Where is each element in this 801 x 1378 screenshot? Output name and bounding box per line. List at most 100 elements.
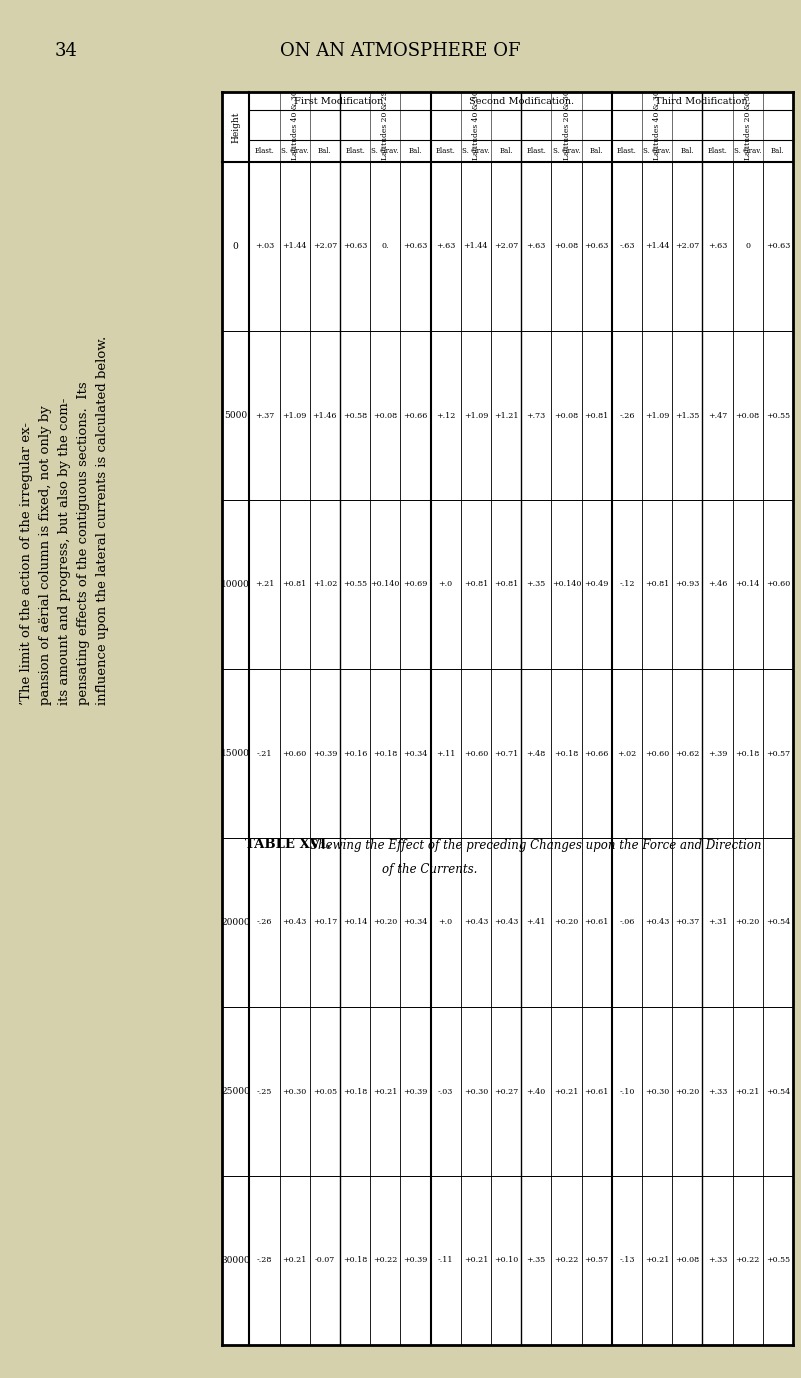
Text: +1.21: +1.21 [494, 412, 518, 419]
Text: +0.22: +0.22 [735, 1257, 760, 1265]
Text: +1.02: +1.02 [312, 580, 337, 588]
Text: +.21: +.21 [255, 580, 274, 588]
Text: +1.44: +1.44 [645, 243, 670, 251]
Text: +0.20: +0.20 [675, 1087, 699, 1096]
Text: +0.63: +0.63 [343, 243, 368, 251]
Text: +0.54: +0.54 [766, 1087, 790, 1096]
Text: +0.43: +0.43 [283, 919, 307, 926]
Text: 0: 0 [233, 243, 239, 251]
Text: +0.140: +0.140 [371, 580, 400, 588]
Text: +0.60: +0.60 [645, 750, 669, 758]
Text: S. Grav.: S. Grav. [462, 147, 489, 154]
Text: +0.71: +0.71 [494, 750, 518, 758]
Text: +1.35: +1.35 [675, 412, 699, 419]
Text: +0.61: +0.61 [585, 919, 609, 926]
Text: +0.17: +0.17 [312, 919, 337, 926]
Text: +1.09: +1.09 [645, 412, 670, 419]
Text: +0.30: +0.30 [464, 1087, 488, 1096]
Text: Latitudes 40 & 30: Latitudes 40 & 30 [653, 90, 661, 160]
Text: +1.44: +1.44 [283, 243, 307, 251]
Text: +0.14: +0.14 [343, 919, 368, 926]
Text: +0.18: +0.18 [343, 1087, 367, 1096]
Text: 15000: 15000 [221, 750, 250, 758]
Text: Elast.: Elast. [255, 147, 275, 154]
Text: +0.08: +0.08 [554, 243, 578, 251]
Text: +0.20: +0.20 [554, 919, 578, 926]
Text: -.28: -.28 [257, 1257, 272, 1265]
Text: +1.09: +1.09 [283, 412, 307, 419]
Text: Bal.: Bal. [318, 147, 332, 154]
Text: +0.22: +0.22 [373, 1257, 397, 1265]
Text: Latitudes 40 & 30: Latitudes 40 & 30 [291, 90, 299, 160]
Text: +0.08: +0.08 [735, 412, 760, 419]
Text: +0.57: +0.57 [766, 750, 790, 758]
Text: Latitudes 20 & 30: Latitudes 20 & 30 [743, 90, 751, 160]
Text: First Modification.: First Modification. [294, 96, 386, 106]
Text: +0.55: +0.55 [766, 1257, 790, 1265]
Text: +.31: +.31 [708, 919, 727, 926]
Text: Latitudes 20 & 30: Latitudes 20 & 30 [562, 90, 570, 160]
Text: +0.81: +0.81 [585, 412, 609, 419]
Text: S. Grav.: S. Grav. [553, 147, 580, 154]
Text: +.63: +.63 [708, 243, 727, 251]
Text: +1.44: +1.44 [464, 243, 488, 251]
Text: +0.63: +0.63 [404, 243, 428, 251]
Text: Bal.: Bal. [681, 147, 694, 154]
Text: +0.21: +0.21 [283, 1257, 307, 1265]
Text: +.48: +.48 [527, 750, 546, 758]
Text: -.25: -.25 [257, 1087, 272, 1096]
Text: +0.55: +0.55 [343, 580, 367, 588]
Text: +0.43: +0.43 [464, 919, 488, 926]
Text: +.63: +.63 [526, 243, 546, 251]
Text: 25000: 25000 [221, 1087, 250, 1096]
Text: +0.63: +0.63 [585, 243, 609, 251]
Text: +.63: +.63 [436, 243, 456, 251]
Text: +0.20: +0.20 [735, 919, 760, 926]
Text: +0.21: +0.21 [645, 1257, 670, 1265]
Text: Height: Height [231, 112, 240, 143]
Text: +0.62: +0.62 [675, 750, 699, 758]
Text: 20000: 20000 [221, 918, 250, 927]
Text: +0.58: +0.58 [343, 412, 367, 419]
Text: +0.08: +0.08 [675, 1257, 699, 1265]
Text: Third Modification.: Third Modification. [654, 96, 751, 106]
Text: +0.63: +0.63 [766, 243, 790, 251]
Text: +2.07: +2.07 [675, 243, 699, 251]
Text: Latitudes 40 & 30: Latitudes 40 & 30 [472, 90, 480, 160]
Text: -.06: -.06 [619, 919, 634, 926]
Text: S. Grav.: S. Grav. [643, 147, 671, 154]
Text: +.12: +.12 [436, 412, 456, 419]
Text: +.41: +.41 [526, 919, 546, 926]
Text: +0.39: +0.39 [312, 750, 337, 758]
Text: ’The limit of the action of the irregular ex-
pansion of aërial column is fixed,: ’The limit of the action of the irregula… [21, 335, 110, 704]
Text: +0.08: +0.08 [373, 412, 397, 419]
Text: +0.05: +0.05 [313, 1087, 337, 1096]
Text: +0.43: +0.43 [645, 919, 670, 926]
Text: Elast.: Elast. [345, 147, 365, 154]
Text: +0.14: +0.14 [735, 580, 760, 588]
Text: +0.81: +0.81 [494, 580, 518, 588]
Text: Bal.: Bal. [499, 147, 513, 154]
Text: Shewing the Effect of the preceding Changes upon the Force and Direction: Shewing the Effect of the preceding Chan… [310, 838, 762, 852]
Text: +0.20: +0.20 [373, 919, 397, 926]
Text: +0.43: +0.43 [494, 919, 518, 926]
Text: -.11: -.11 [438, 1257, 453, 1265]
Text: +0.49: +0.49 [585, 580, 609, 588]
Text: +0.93: +0.93 [675, 580, 699, 588]
Text: +.02: +.02 [618, 750, 637, 758]
Text: Elast.: Elast. [617, 147, 637, 154]
Text: +0.18: +0.18 [554, 750, 578, 758]
Text: Elast.: Elast. [707, 147, 727, 154]
Text: S. Grav.: S. Grav. [372, 147, 399, 154]
Text: +0.39: +0.39 [404, 1257, 428, 1265]
Text: -.13: -.13 [619, 1257, 634, 1265]
Text: +.0: +.0 [439, 580, 453, 588]
Text: +2.07: +2.07 [312, 243, 337, 251]
Text: Elast.: Elast. [526, 147, 546, 154]
Text: Second Modification.: Second Modification. [469, 96, 574, 106]
Text: 34: 34 [55, 41, 78, 61]
Text: +0.21: +0.21 [735, 1087, 760, 1096]
Text: +0.30: +0.30 [283, 1087, 307, 1096]
Text: +.40: +.40 [527, 1087, 546, 1096]
Text: +0.34: +0.34 [404, 750, 428, 758]
